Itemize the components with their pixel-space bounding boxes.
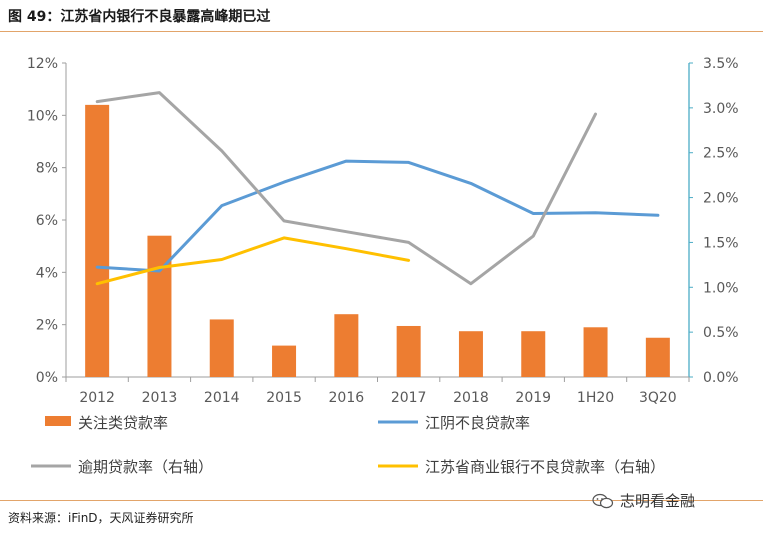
y-left-tick-label: 0% — [36, 370, 58, 386]
x-tick-label: 2017 — [391, 390, 427, 406]
bar — [147, 235, 172, 377]
watermark-text: 志明看金融 — [620, 492, 696, 510]
y-right-tick-label: 1.5% — [703, 235, 739, 251]
y-right-tick-label: 0.0% — [703, 370, 739, 386]
y-left-tick-label: 8% — [36, 161, 58, 177]
watermark: 志明看金融 — [592, 490, 695, 511]
bar — [583, 327, 608, 377]
source-note: 资料来源：iFinD，天风证券研究所 — [8, 511, 194, 525]
x-tick-label: 1H20 — [577, 390, 614, 406]
legend-label: 关注类贷款率 — [78, 414, 168, 432]
bar — [209, 319, 234, 377]
y-left-tick-label: 12% — [27, 56, 58, 72]
y-right-tick-label: 0.5% — [703, 325, 739, 341]
figure-header: 图 49：江苏省内银行不良暴露高峰期已过 — [0, 0, 763, 33]
wechat-icon — [592, 493, 614, 508]
series-line-2 — [95, 236, 411, 286]
x-tick-label: 3Q20 — [639, 390, 677, 406]
legend-label: 逾期贷款率（右轴） — [78, 458, 213, 476]
y-right-tick-label: 1.0% — [703, 280, 739, 296]
x-tick-label: 2015 — [266, 390, 302, 406]
bar — [396, 325, 421, 377]
legend-label: 江苏省商业银行不良贷款率（右轴） — [425, 458, 665, 476]
legend-swatch — [45, 416, 71, 426]
bar — [85, 104, 110, 377]
y-right-tick-label: 3.5% — [703, 56, 739, 72]
x-tick-label: 2019 — [515, 390, 551, 406]
bar — [334, 314, 359, 377]
y-left-tick-label: 10% — [27, 108, 58, 124]
y-left-tick-label: 4% — [36, 265, 58, 281]
figure-title: 图 49：江苏省内银行不良暴露高峰期已过 — [8, 9, 271, 25]
x-tick-label: 2018 — [453, 390, 489, 406]
bar — [521, 331, 546, 377]
x-tick-label: 2013 — [142, 390, 178, 406]
bar — [458, 331, 483, 377]
legend-label: 江阴不良贷款率 — [425, 414, 530, 432]
x-tick-label: 2016 — [329, 390, 365, 406]
y-right-tick-label: 2.5% — [703, 146, 739, 162]
header-rule — [0, 31, 763, 32]
x-tick-label: 2012 — [79, 390, 115, 406]
y-left-tick-label: 2% — [36, 318, 58, 334]
footer-rule — [0, 500, 763, 501]
x-tick-label: 2014 — [204, 390, 240, 406]
y-right-tick-label: 3.0% — [703, 101, 739, 117]
series-line-1 — [95, 91, 597, 286]
series-line-0 — [95, 159, 660, 273]
bar — [645, 337, 670, 377]
chart: 0% 2% 4% 6% 8% 10% 12% 0.0% 0.5% 1.0% 1.5% 2.0% 2.5%… — [27, 56, 739, 476]
bar — [272, 345, 297, 377]
y-right-tick-label: 2.0% — [703, 191, 739, 207]
y-left-tick-label: 6% — [36, 213, 58, 229]
